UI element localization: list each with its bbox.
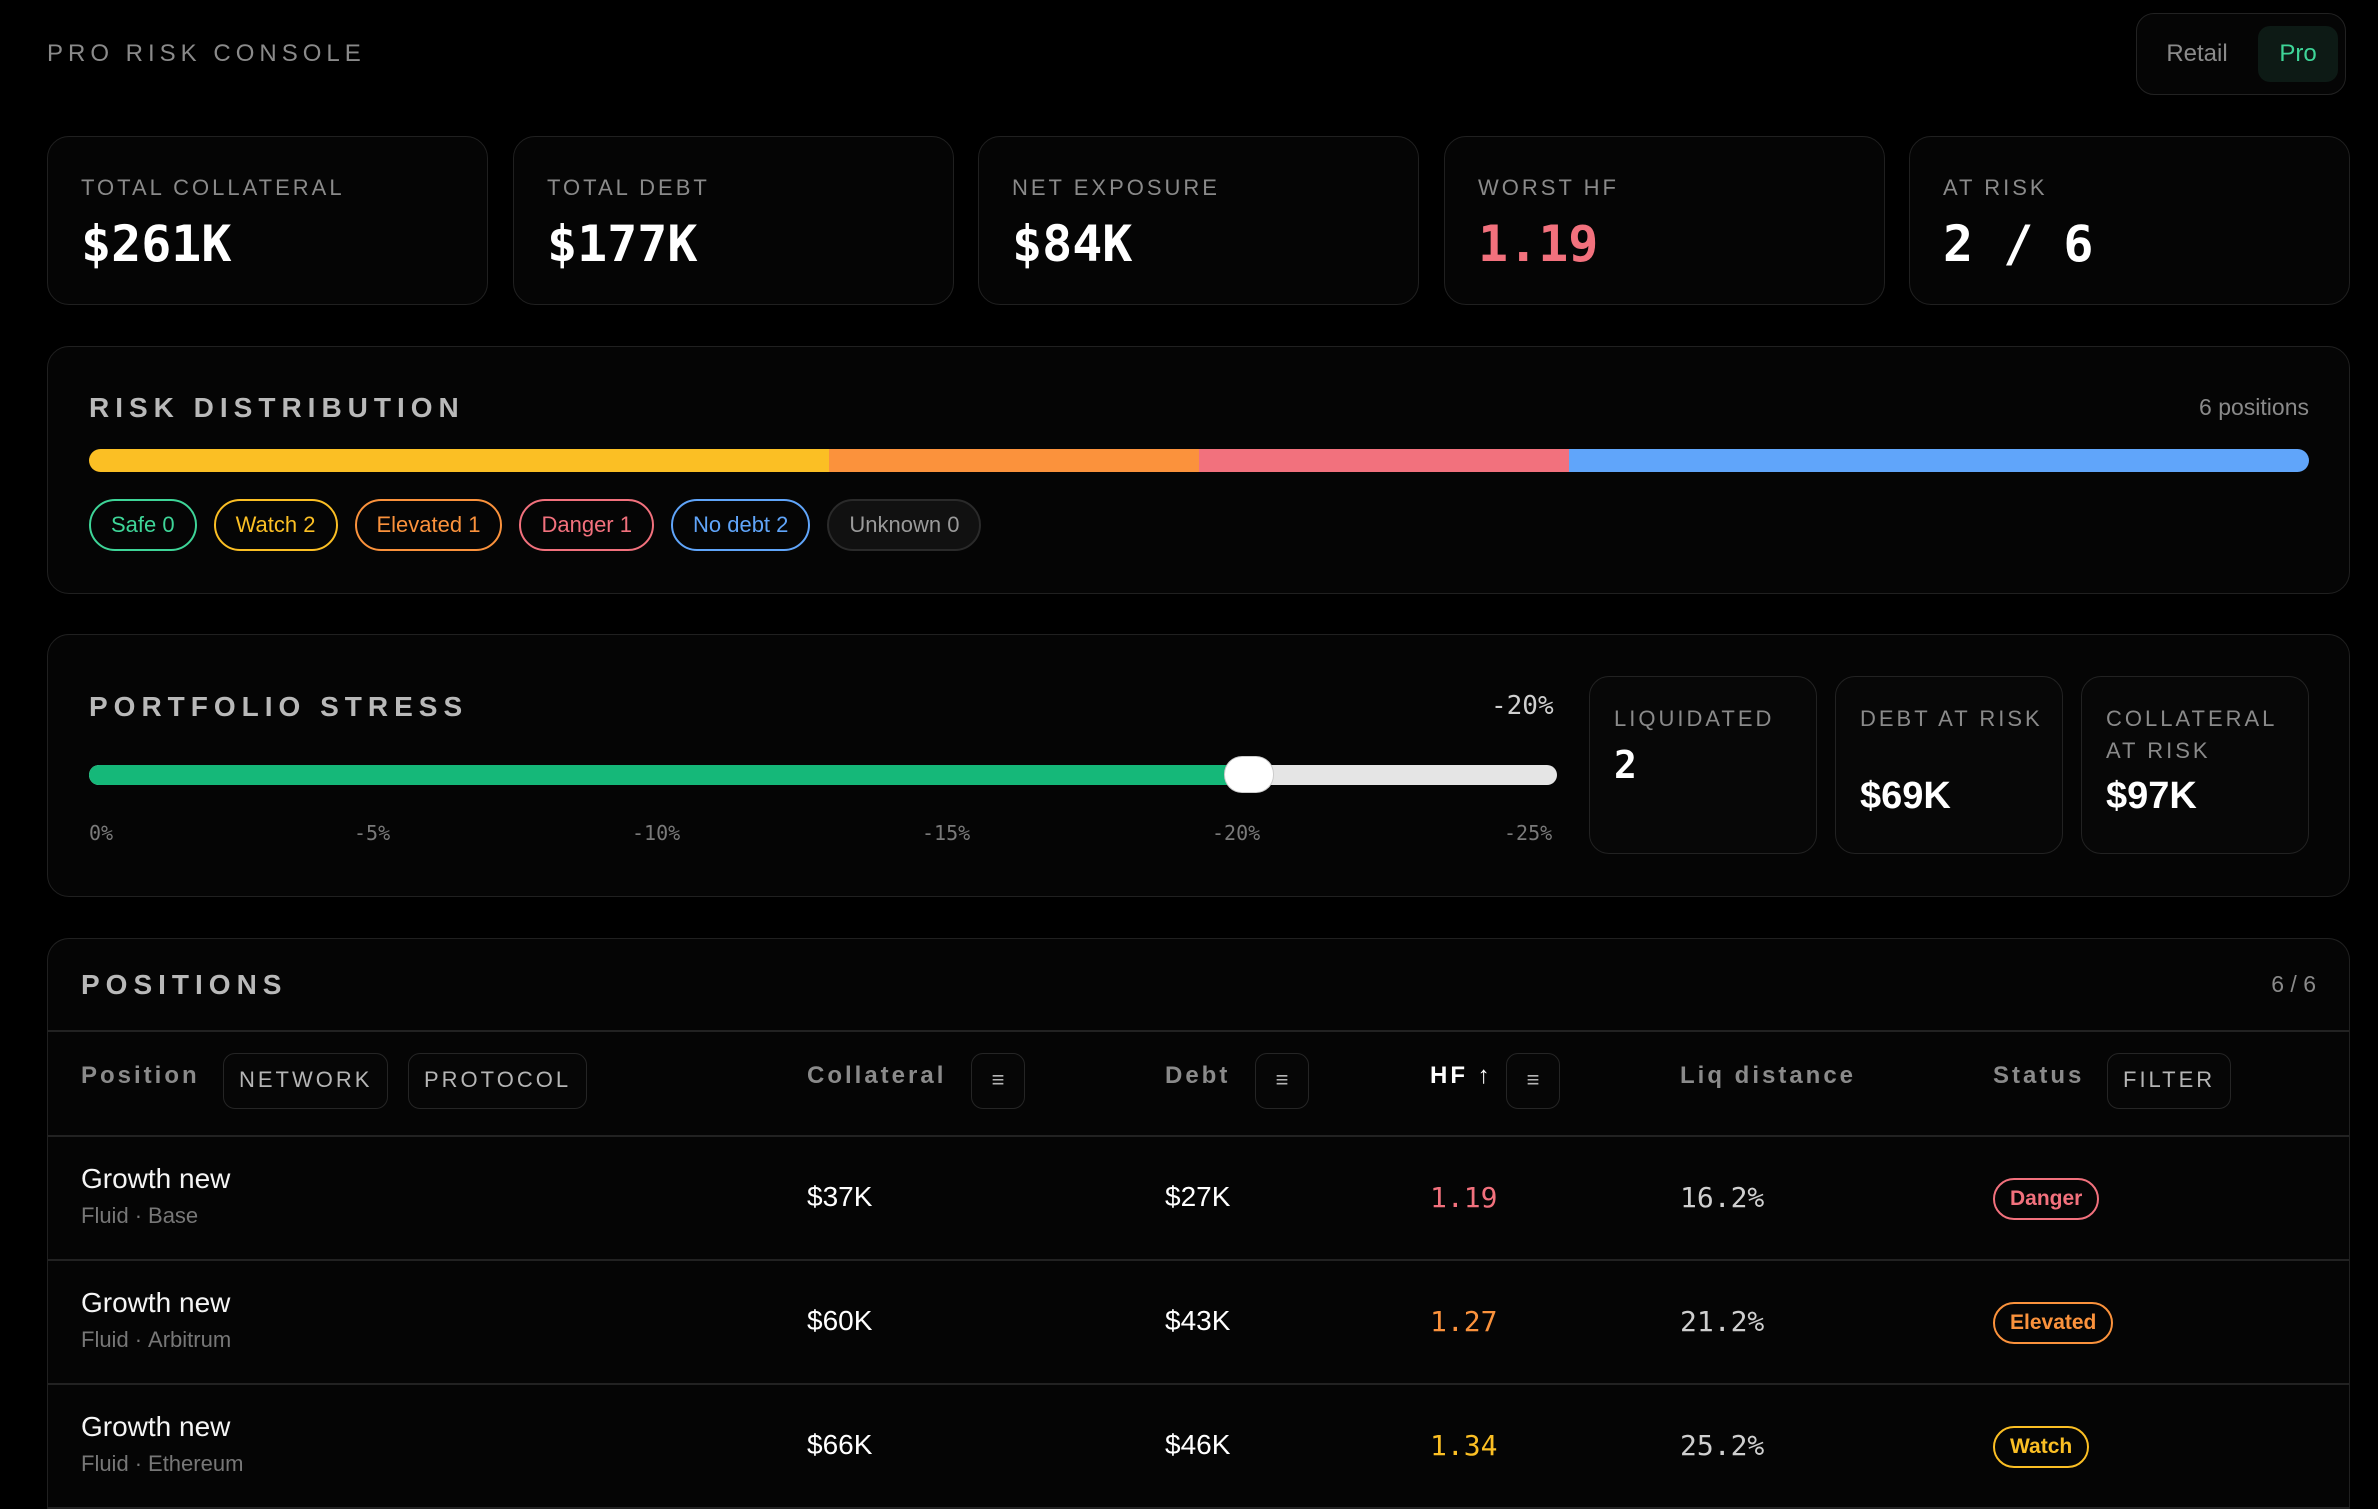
- stress-tick: 0%: [89, 821, 114, 845]
- risk-distribution-panel: RISK DISTRIBUTION 6 positions Safe 0 Watc…: [47, 346, 2350, 594]
- debt-cell: $43K: [1165, 1305, 1231, 1336]
- mini-label: DEBT AT RISK: [1860, 706, 2043, 731]
- mini-value: $97K: [2106, 775, 2197, 817]
- retail-mode-button[interactable]: Retail: [2166, 40, 2228, 67]
- collateral-at-risk-card: COLLATERAL AT RISK $97K: [2081, 676, 2309, 854]
- table-row[interactable]: Growth new Fluid · Arbitrum $60K $43K 1.27…: [48, 1260, 2349, 1383]
- debt-sort-button[interactable]: ≡: [1255, 1053, 1309, 1109]
- position-name: Growth new: [81, 1287, 231, 1318]
- debt-cell: $46K: [1165, 1429, 1231, 1460]
- stat-card-worst-hf: WORST HF 1.19: [1444, 136, 1885, 305]
- stress-tick: -15%: [922, 821, 971, 845]
- stat-label: TOTAL COLLATERAL: [81, 175, 345, 200]
- table-row[interactable]: Growth new Fluid · Base $37K $27K 1.19 16.…: [48, 1136, 2349, 1259]
- pro-mode-button[interactable]: Pro: [2258, 26, 2338, 82]
- position-meta: Fluid · Arbitrum: [81, 1327, 232, 1352]
- positions-panel: POSITIONS 6 / 6 Position NETWORK PROTOCO…: [47, 938, 2350, 1509]
- hf-sort-button[interactable]: ≡: [1506, 1053, 1560, 1109]
- network-filter-button[interactable]: NETWORK: [223, 1053, 389, 1109]
- column-header-liq-distance[interactable]: Liq distance: [1680, 1062, 1857, 1089]
- section-title: POSITIONS: [81, 969, 288, 1000]
- section-title: PORTFOLIO STRESS: [89, 691, 469, 722]
- risk-pill-unknown[interactable]: Unknown 0: [827, 499, 982, 551]
- stat-label: WORST HF: [1478, 175, 1619, 200]
- stat-card-total-collateral: TOTAL COLLATERAL $261K: [47, 136, 488, 305]
- risk-bar-segment-elevated: [829, 449, 1199, 472]
- stat-value: $261K: [81, 215, 232, 273]
- stat-value: 1.19: [1478, 215, 1599, 273]
- column-header-status: Status: [1993, 1062, 2085, 1089]
- risk-pill-safe[interactable]: Safe 0: [89, 499, 197, 551]
- stress-tick: -10%: [632, 821, 681, 845]
- stat-label: TOTAL DEBT: [547, 175, 710, 200]
- stress-slider-thumb[interactable]: [1224, 757, 1273, 792]
- mini-value: 2: [1614, 743, 1637, 787]
- stress-tick: -25%: [1504, 821, 1553, 845]
- risk-distribution-bar: [89, 449, 2309, 472]
- protocol-filter-button[interactable]: PROTOCOL: [408, 1053, 588, 1109]
- status-badge: Watch: [1993, 1426, 2090, 1468]
- divider: [48, 1030, 2349, 1032]
- divider: [48, 1259, 2349, 1261]
- collateral-cell: $37K: [807, 1181, 873, 1212]
- collateral-cell: $60K: [807, 1305, 873, 1336]
- stress-tick: -20%: [1212, 821, 1261, 845]
- position-name: Growth new: [81, 1411, 231, 1442]
- debt-at-risk-card: DEBT AT RISK $69K: [1835, 676, 2063, 854]
- risk-bar-segment-watch: [89, 449, 829, 472]
- position-name: Growth new: [81, 1163, 231, 1194]
- stress-slider-track[interactable]: [89, 765, 1557, 785]
- mini-value: $69K: [1860, 775, 1951, 817]
- positions-count: 6 / 6: [2271, 971, 2316, 997]
- column-header-position: Position: [81, 1062, 200, 1089]
- divider: [48, 1135, 2349, 1137]
- stat-value: $84K: [1012, 215, 1133, 273]
- divider: [48, 1507, 2349, 1509]
- position-meta: Fluid · Ethereum: [81, 1451, 244, 1476]
- hf-cell: 1.27: [1430, 1305, 1498, 1338]
- section-title: RISK DISTRIBUTION: [89, 392, 465, 423]
- risk-filter-pills: Safe 0 Watch 2 Elevated 1 Danger 1 No debt 2…: [89, 499, 982, 551]
- stat-value: $177K: [547, 215, 698, 273]
- stat-label: NET EXPOSURE: [1012, 175, 1220, 200]
- table-row[interactable]: Growth new Fluid · Ethereum $66K $46K 1.34…: [48, 1384, 2349, 1507]
- collateral-sort-button[interactable]: ≡: [971, 1053, 1025, 1109]
- positions-count: 6 positions: [2199, 394, 2309, 420]
- risk-pill-elevated[interactable]: Elevated 1: [354, 499, 503, 551]
- risk-pill-danger[interactable]: Danger 1: [519, 499, 654, 551]
- stat-value: 2 / 6: [1943, 215, 2094, 273]
- debt-cell: $27K: [1165, 1181, 1231, 1212]
- mini-label: COLLATERAL AT RISK: [2106, 706, 2277, 763]
- risk-bar-segment-no-debt: [1569, 449, 2309, 472]
- liquidated-card: LIQUIDATED 2: [1589, 676, 1817, 854]
- stress-tick: -5%: [354, 821, 391, 845]
- column-header-hf[interactable]: HF ↑: [1430, 1062, 1493, 1089]
- position-meta: Fluid · Base: [81, 1203, 199, 1228]
- hf-cell: 1.19: [1430, 1181, 1498, 1214]
- status-badge: Elevated: [1993, 1302, 2114, 1344]
- risk-pill-no-debt[interactable]: No debt 2: [670, 499, 811, 551]
- hf-cell: 1.34: [1430, 1429, 1498, 1462]
- mode-toggle: Retail Pro: [2136, 13, 2346, 95]
- column-header-debt[interactable]: Debt: [1165, 1062, 1231, 1089]
- stat-card-net-exposure: NET EXPOSURE $84K: [978, 136, 1419, 305]
- stat-card-total-debt: TOTAL DEBT $177K: [513, 136, 954, 305]
- console-title: PRO RISK CONSOLE: [47, 40, 366, 67]
- stat-card-at-risk: AT RISK 2 / 6: [1909, 136, 2350, 305]
- status-badge: Danger: [1993, 1178, 2100, 1220]
- collateral-cell: $66K: [807, 1429, 873, 1460]
- liq-distance-cell: 25.2%: [1680, 1429, 1765, 1462]
- mini-label: LIQUIDATED: [1614, 706, 1775, 731]
- stat-label: AT RISK: [1943, 175, 2048, 200]
- liq-distance-cell: 16.2%: [1680, 1181, 1765, 1214]
- stress-slider-fill: [89, 765, 1249, 785]
- risk-bar-segment-danger: [1199, 449, 1569, 472]
- status-filter-button[interactable]: FILTER: [2107, 1053, 2232, 1109]
- stress-value: -20%: [1491, 691, 1554, 721]
- divider: [48, 1383, 2349, 1385]
- liq-distance-cell: 21.2%: [1680, 1305, 1765, 1338]
- portfolio-stress-panel: PORTFOLIO STRESS -20% 0% -5% -10% -15% -…: [47, 634, 2350, 897]
- risk-pill-watch[interactable]: Watch 2: [213, 499, 338, 551]
- column-header-collateral[interactable]: Collateral: [807, 1062, 947, 1089]
